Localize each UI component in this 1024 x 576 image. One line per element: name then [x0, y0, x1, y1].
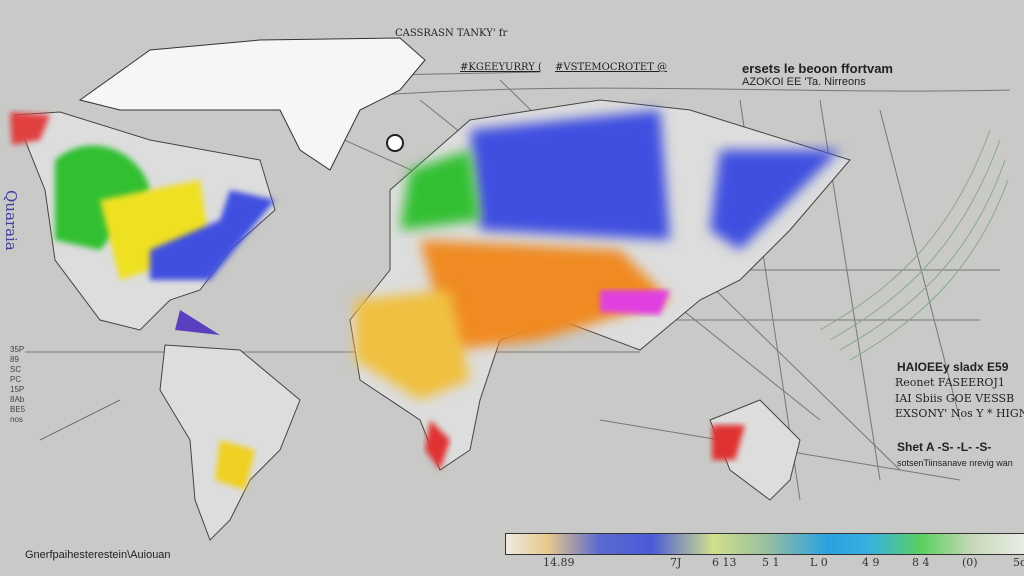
- location-marker-icon: [386, 134, 404, 152]
- south-america-shape: [159, 344, 301, 541]
- info-line: Reonet FASEEROJ1: [895, 376, 1005, 389]
- scale-tick: 7J: [670, 556, 682, 569]
- sub-label-2: #VSTEMOCROTET @: [555, 62, 668, 73]
- tick: nos: [10, 415, 23, 424]
- footer-caption: Gnerfpaihesterestein\Auiouan: [25, 549, 171, 561]
- scale-tick: L 0: [810, 556, 828, 569]
- tick: BE5: [10, 405, 26, 414]
- info-line: IAI Sbiis GOE VESSB: [895, 392, 1015, 405]
- tick: PC: [10, 375, 22, 384]
- scale-tick: (0): [962, 556, 978, 569]
- sub-label-1: #KGEEYURRY (: [460, 62, 542, 73]
- tick: 8Ab: [10, 395, 25, 404]
- north-america-shape: [10, 111, 276, 335]
- info-subheading: Shet A -S- -L- -S-: [897, 440, 992, 454]
- info-footer: sotsenTiinsanave nrevig wan: [897, 458, 1013, 468]
- left-axis-ticks: 35P 89 SC PC 15P 8Ab BE5 nos: [10, 345, 30, 425]
- scale-tick: 5d: [1013, 556, 1024, 569]
- scale-tick: 6 13: [712, 556, 737, 569]
- info-line: EXSONY' Nos Y * HIGN,: [895, 407, 1024, 420]
- tick: 15P: [10, 385, 25, 394]
- tick: 35P: [10, 345, 25, 354]
- left-vertical-label: Quaraia: [2, 190, 20, 251]
- scale-tick: 14.89: [543, 556, 575, 569]
- eurasia-shape: [349, 99, 851, 471]
- map-subtitle: AZOKOI EE 'Ta. Nirreons: [742, 76, 866, 88]
- australia-shape: [709, 399, 801, 501]
- scale-tick: 4 9: [862, 556, 880, 569]
- tick: SC: [10, 365, 22, 374]
- scale-tick: 8 4: [912, 556, 930, 569]
- scale-tick: 5 1: [762, 556, 780, 569]
- greenland-shape: [78, 37, 426, 171]
- tick: 89: [10, 355, 19, 364]
- info-heading: HAIOEEy sladx E59: [897, 360, 1009, 374]
- swirl-lines: [819, 129, 1009, 361]
- color-scale-bar: [505, 533, 1024, 555]
- map-title: ersets le beoon ffortvam: [742, 61, 893, 76]
- top-label: CASSRASN TANKY' fr: [395, 28, 508, 39]
